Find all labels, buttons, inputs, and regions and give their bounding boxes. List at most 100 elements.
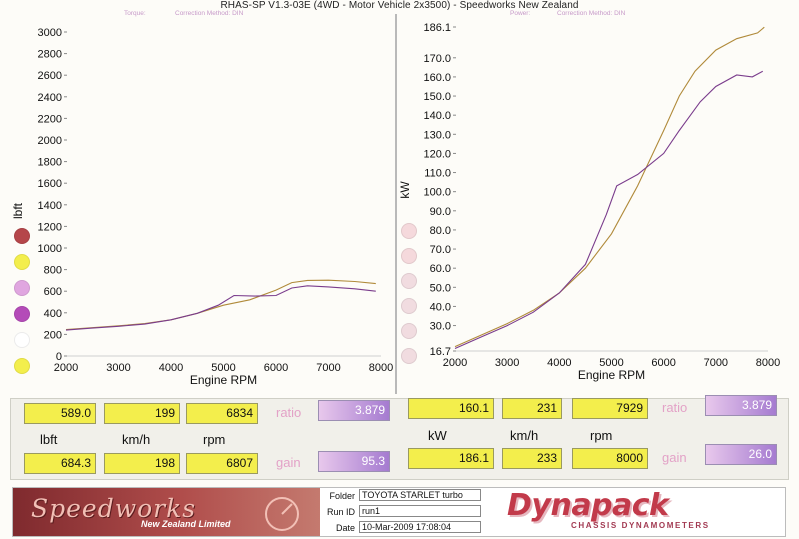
x-tick-label: 4000 bbox=[159, 362, 183, 374]
y-tick-label: 0 bbox=[56, 351, 62, 363]
y-tick-label: 40.0 bbox=[430, 301, 451, 313]
y-tick-label: 600 bbox=[44, 286, 62, 298]
power-header-label: Power: bbox=[510, 10, 531, 17]
right-rpm-unit: rpm bbox=[590, 428, 613, 443]
x-tick-label: 8000 bbox=[369, 362, 393, 374]
legend-dot bbox=[401, 298, 417, 314]
y-tick-label: 200 bbox=[44, 329, 62, 341]
right-power-unit: kW bbox=[428, 428, 447, 443]
left-torque-unit: lbft bbox=[40, 432, 58, 447]
y-tick-label: 1400 bbox=[38, 200, 62, 212]
left-ratio-label: ratio bbox=[276, 405, 302, 420]
right-speed-value-1: 231 bbox=[502, 398, 562, 419]
y-tick-label: 3000 bbox=[38, 27, 62, 39]
y-tick-label: 90.0 bbox=[430, 206, 451, 218]
legend-dot bbox=[14, 228, 30, 244]
runid-label: Run ID bbox=[326, 507, 355, 517]
y-tick-label: 30.0 bbox=[430, 321, 451, 333]
series-line-1 bbox=[454, 26, 765, 348]
y-tick-label: 2400 bbox=[38, 92, 62, 104]
y-tick-label: 1000 bbox=[38, 243, 62, 255]
right-speed-unit: km/h bbox=[510, 428, 539, 443]
right-gain-value: 26.0 bbox=[705, 444, 777, 465]
chart-divider bbox=[395, 14, 397, 394]
series-line-2 bbox=[65, 285, 376, 331]
x-tick-label: 5000 bbox=[599, 357, 623, 369]
x-tick-label: 7000 bbox=[316, 362, 340, 374]
left-speed-value-1: 199 bbox=[104, 403, 180, 424]
y-tick-label: 140.0 bbox=[423, 110, 451, 122]
torque-chart: 0 200 400 600 800 1000 1200 1400 1600 1800 2000 220… bbox=[11, 27, 393, 387]
y-tick-label: 1800 bbox=[38, 157, 62, 169]
x-axis-label: Engine RPM bbox=[578, 368, 645, 382]
speedworks-logo-text: Speedworks bbox=[31, 494, 197, 523]
y-tick-label: 110.0 bbox=[424, 168, 451, 180]
dynapack-logo-text: Dynapack bbox=[507, 488, 669, 523]
legend-dot bbox=[401, 248, 417, 264]
x-tick-label: 5000 bbox=[211, 362, 235, 374]
legend-dot bbox=[401, 323, 417, 339]
date-field: 10-Mar-2009 17:08:04 bbox=[359, 521, 481, 533]
x-tick-label: 8000 bbox=[756, 357, 780, 369]
right-ratio-label: ratio bbox=[662, 400, 688, 415]
power-chart: 16.7 30.0 40.0 50.0 60.0 70.0 80.0 90.0 100.0 110… bbox=[398, 22, 780, 382]
y-axis-label: lbft bbox=[11, 202, 25, 219]
right-ratio-value: 3.879 bbox=[705, 395, 777, 416]
x-axis-label: Engine RPM bbox=[190, 373, 257, 387]
legend-dot bbox=[14, 254, 30, 270]
dynapack-logo-subtitle: CHASSIS DYNAMOMETERS bbox=[571, 521, 710, 530]
speedometer-icon bbox=[265, 497, 299, 531]
y-tick-label: 100.0 bbox=[423, 187, 451, 199]
legend-dot bbox=[401, 223, 417, 239]
y-tick-label: 120.0 bbox=[423, 148, 451, 160]
left-gain-label: gain bbox=[276, 455, 301, 470]
y-tick-label: 2800 bbox=[38, 49, 62, 61]
left-speed-unit: km/h bbox=[122, 432, 151, 447]
y-axis-label: kW bbox=[398, 181, 412, 199]
y-tick-label: 1600 bbox=[38, 178, 62, 190]
legend-dot bbox=[14, 358, 30, 374]
speedworks-logo: Speedworks New Zealand Limited bbox=[13, 488, 320, 536]
y-tick-label: 800 bbox=[44, 265, 62, 277]
left-gain-value: 95.3 bbox=[318, 451, 390, 472]
y-tick-label: 2600 bbox=[38, 70, 62, 82]
x-tick-label: 2000 bbox=[54, 362, 78, 374]
y-tick-label: 2000 bbox=[38, 135, 62, 147]
left-torque-value-2: 684.3 bbox=[24, 453, 96, 474]
y-tick-label: 160.0 bbox=[423, 72, 451, 84]
y-tick-label: 170.0 bbox=[423, 53, 451, 65]
left-rpm-value-1: 6834 bbox=[186, 403, 258, 424]
speedworks-logo-subtitle: New Zealand Limited bbox=[141, 519, 231, 529]
y-tick-label: 130.0 bbox=[423, 129, 451, 141]
legend-dot bbox=[14, 280, 30, 296]
right-rpm-value-1: 7929 bbox=[572, 398, 648, 419]
y-tick-label: 150.0 bbox=[423, 91, 451, 103]
right-rpm-value-2: 8000 bbox=[572, 448, 648, 469]
left-torque-value-1: 589.0 bbox=[24, 403, 96, 424]
x-tick-label: 6000 bbox=[264, 362, 288, 374]
y-tick-label: 60.0 bbox=[430, 263, 451, 275]
report-footer: Speedworks New Zealand Limited Folder TO… bbox=[12, 487, 786, 537]
right-power-value-2: 186.1 bbox=[408, 448, 494, 469]
left-ratio-value: 3.879 bbox=[318, 400, 390, 421]
folder-field: TOYOTA STARLET turbo bbox=[359, 489, 481, 501]
runid-field: run1 bbox=[359, 505, 481, 517]
x-tick-label: 7000 bbox=[704, 357, 728, 369]
series-line-1 bbox=[65, 279, 376, 331]
x-tick-label: 4000 bbox=[547, 357, 571, 369]
torque-correction-label: Correction Method: DIN bbox=[175, 10, 244, 17]
series-line-2 bbox=[454, 70, 764, 350]
right-power-value-1: 160.1 bbox=[408, 398, 494, 419]
legend-dot bbox=[401, 273, 417, 289]
x-tick-label: 6000 bbox=[651, 357, 675, 369]
folder-label: Folder bbox=[329, 491, 355, 501]
y-tick-label: 186.1 bbox=[423, 22, 451, 34]
legend-dot bbox=[14, 332, 30, 348]
y-tick-label: 1200 bbox=[38, 221, 62, 233]
y-tick-label: 80.0 bbox=[430, 225, 451, 237]
legend-dot bbox=[14, 306, 30, 322]
power-correction-label: Correction Method: DIN bbox=[557, 10, 626, 17]
x-tick-label: 3000 bbox=[106, 362, 130, 374]
torque-header-label: Torque: bbox=[124, 10, 146, 17]
